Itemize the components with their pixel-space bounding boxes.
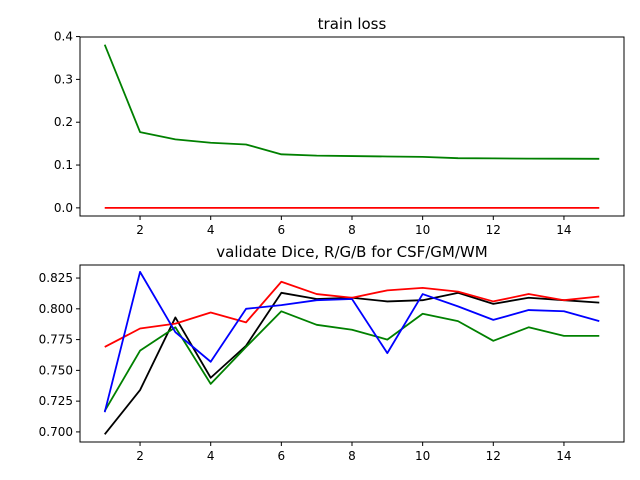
x-tick-label: 8 — [348, 449, 356, 463]
chart-title: train loss — [318, 15, 387, 33]
x-tick-label: 4 — [207, 223, 215, 237]
y-tick-label: 0.775 — [39, 333, 73, 347]
chart-title: validate Dice, R/G/B for CSF/GM/WM — [216, 243, 487, 261]
x-tick-label: 10 — [415, 223, 430, 237]
series-line-2 — [103, 310, 600, 412]
y-tick-label: 0.725 — [39, 394, 73, 408]
x-tick-label: 8 — [348, 223, 356, 237]
x-tick-label: 14 — [556, 449, 571, 463]
series-line-0 — [104, 291, 600, 435]
x-tick-label: 2 — [136, 223, 144, 237]
train-loss-panel: train loss 2 4 6 8 10 12 14 0.0 0.1 0.2 0.3 0.4 — [54, 15, 625, 237]
validate-dice-panel: validate Dice, R/G/B for CSF/GM/WM 2 4 6 8 10… — [39, 243, 625, 463]
x-tick-label: 6 — [278, 449, 286, 463]
y-tick-label: 0.4 — [54, 30, 73, 44]
x-tick-label: 14 — [556, 223, 571, 237]
y-tick-label: 0.800 — [39, 302, 73, 316]
series-line-1 — [103, 44, 600, 160]
x-tick-label: 10 — [415, 449, 430, 463]
series-line-3 — [103, 270, 600, 413]
y-tick-label: 0.700 — [39, 425, 73, 439]
y-tick-label: 0.3 — [54, 72, 73, 86]
plot-frame — [79, 264, 625, 443]
x-tick-label: 6 — [278, 223, 286, 237]
y-tick-label: 0.825 — [39, 271, 73, 285]
x-tick-label: 4 — [207, 449, 215, 463]
x-tick-label: 12 — [486, 449, 501, 463]
x-tick-label: 12 — [486, 223, 501, 237]
x-tick-label: 2 — [136, 449, 144, 463]
series-line-1 — [104, 280, 600, 348]
y-tick-label: 0.750 — [39, 363, 73, 377]
y-tick-label: 0.2 — [54, 115, 73, 129]
y-tick-label: 0.0 — [54, 201, 73, 215]
plot-frame — [79, 36, 625, 217]
y-tick-label: 0.1 — [54, 158, 73, 172]
